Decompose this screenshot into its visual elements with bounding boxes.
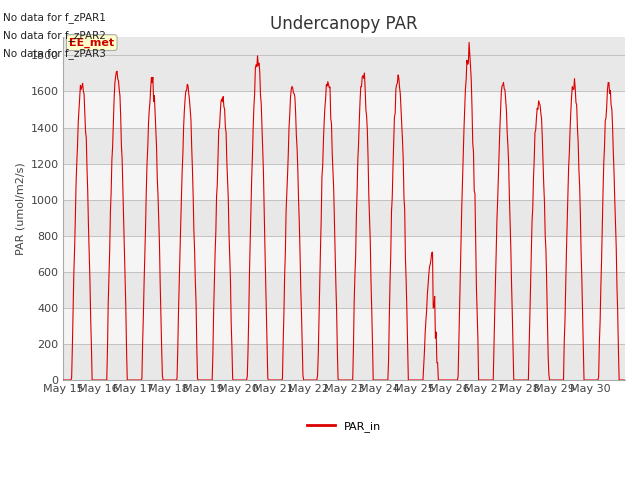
Title: Undercanopy PAR: Undercanopy PAR [270, 15, 418, 33]
Bar [63, 128, 625, 164]
Text: EE_met: EE_met [69, 37, 115, 48]
Bar [63, 200, 625, 236]
Bar [63, 308, 625, 344]
Text: No data for f_zPAR2: No data for f_zPAR2 [3, 30, 106, 41]
Y-axis label: PAR (umol/m2/s): PAR (umol/m2/s) [15, 162, 25, 255]
Bar [63, 55, 625, 92]
Bar [63, 236, 625, 272]
Legend: PAR_in: PAR_in [303, 416, 385, 436]
Bar [63, 164, 625, 200]
Bar [63, 272, 625, 308]
Bar [63, 344, 625, 380]
Bar [63, 92, 625, 128]
Text: No data for f_zPAR3: No data for f_zPAR3 [3, 48, 106, 60]
Text: No data for f_zPAR1: No data for f_zPAR1 [3, 12, 106, 23]
